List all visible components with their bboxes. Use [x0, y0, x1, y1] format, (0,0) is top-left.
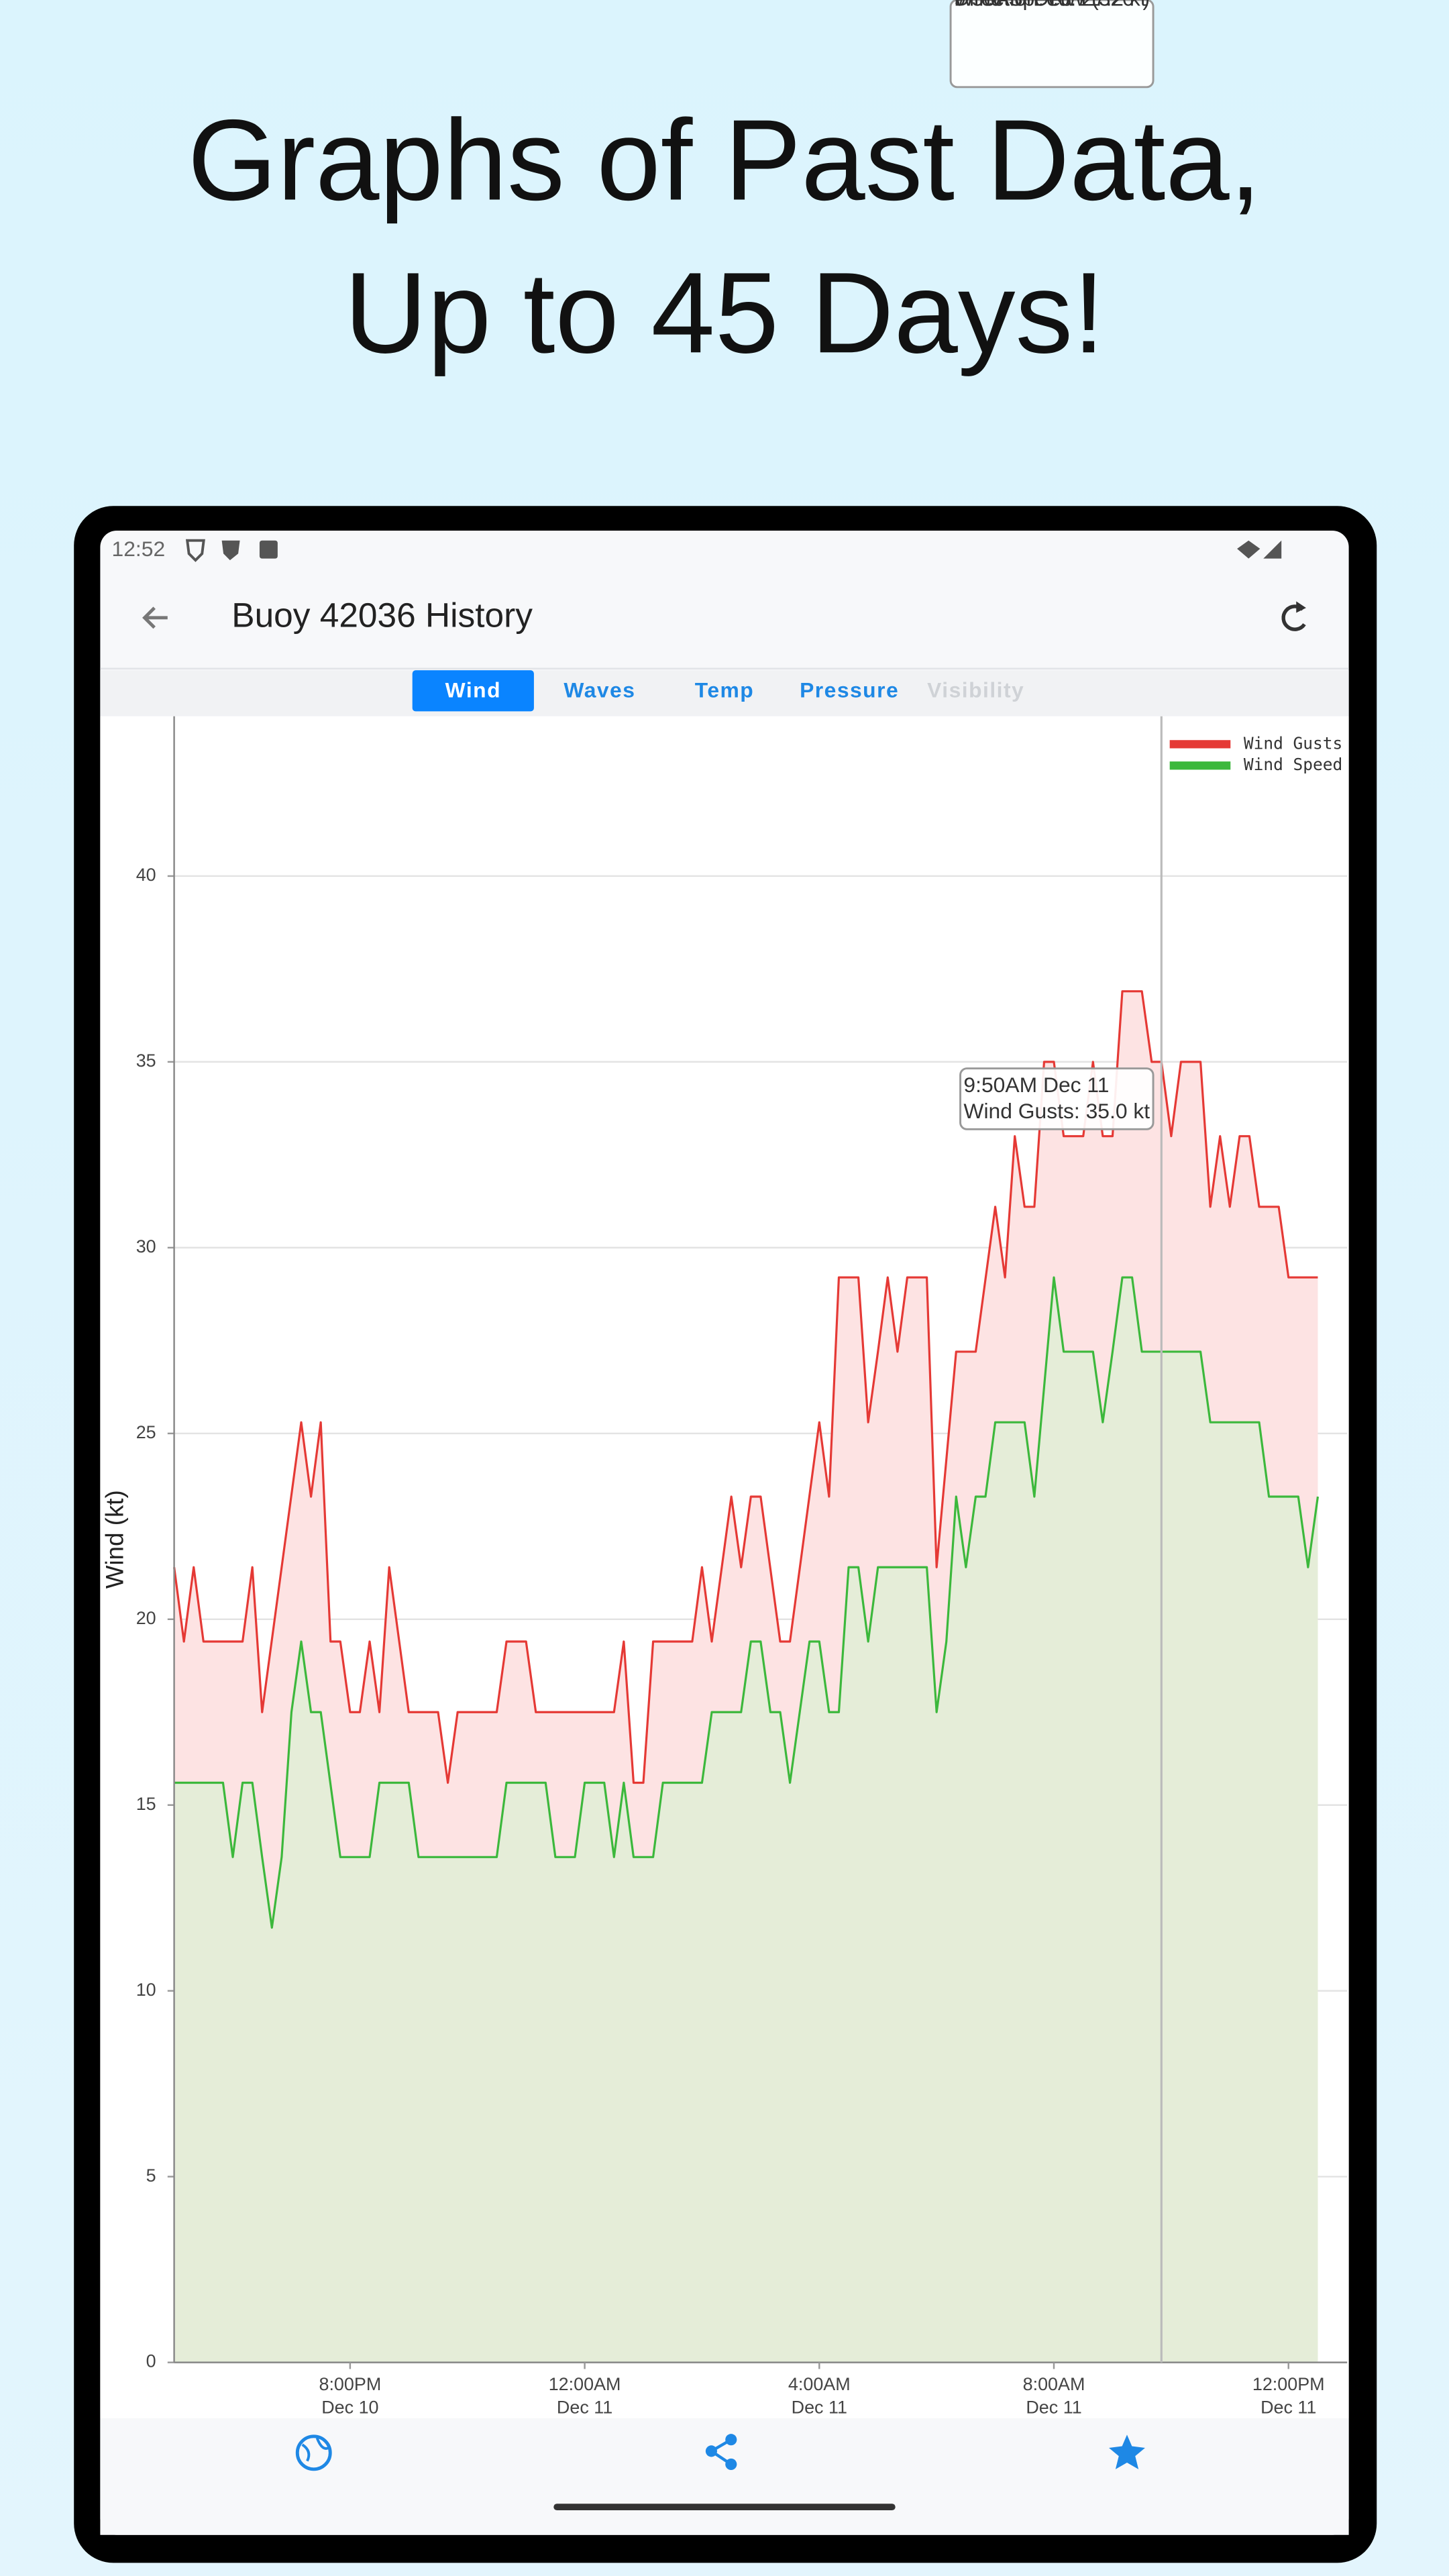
- x-tick-label: 12:00PM: [1252, 2374, 1325, 2394]
- x-tick-label: Dec 11: [1026, 2397, 1081, 2417]
- tab: Visibility: [927, 678, 1024, 702]
- app-title: Buoy 42036 History: [231, 595, 533, 634]
- tooltip-text: Wind Speed: 27.2 kt: [954, 0, 1146, 10]
- x-tick-label: 4:00AM: [788, 2374, 851, 2394]
- x-tick-label: Dec 11: [1260, 2397, 1316, 2417]
- x-tick-label: 12:00AM: [549, 2374, 621, 2394]
- favorite-button[interactable]: [1109, 2434, 1145, 2469]
- x-tick-label: Dec 11: [792, 2397, 847, 2417]
- promo-title: Graphs of Past Data,: [188, 97, 1262, 225]
- bottom-nav: [100, 2418, 1349, 2535]
- y-axis-label: Wind (kt): [101, 1490, 129, 1589]
- x-tick-label: 8:00PM: [319, 2374, 381, 2394]
- y-tick-label: 10: [136, 1980, 156, 2000]
- refresh-button[interactable]: [1281, 601, 1306, 631]
- y-tick-label: 5: [146, 2165, 156, 2186]
- legend-label: Wind Speed: [1244, 755, 1342, 774]
- status-icons: [185, 539, 1282, 562]
- tab[interactable]: Wind: [445, 678, 501, 702]
- tab[interactable]: Waves: [564, 678, 635, 702]
- promo-title: Up to 45 Days!: [344, 249, 1105, 377]
- y-tick-label: 35: [136, 1051, 156, 1071]
- tooltip-text: Direction: NW (320°): [954, 0, 1150, 10]
- x-tick-label: Dec 10: [321, 2397, 378, 2417]
- tooltip-text: 9:50AM Dec 11: [954, 0, 1099, 10]
- y-tick-label: 25: [136, 1422, 156, 1442]
- tooltip-text: 9:50AM Dec 11: [963, 1073, 1109, 1097]
- x-tick-label: 8:00AM: [1023, 2374, 1085, 2394]
- y-tick-label: 20: [136, 1608, 156, 1628]
- tooltip-box: [949, 0, 1155, 89]
- tab[interactable]: Pressure: [800, 678, 899, 702]
- share-button[interactable]: [705, 2434, 737, 2471]
- back-button[interactable]: [142, 606, 168, 629]
- y-tick-label: 30: [136, 1236, 156, 1256]
- tooltip-text: Wind Gusts: 35.0 kt: [963, 1099, 1150, 1123]
- legend-label: Wind Gusts: [1244, 733, 1342, 753]
- chart: 0 5 10 15 20 25 30 35 40 Wind (kt) 8:00PM Dec 10 12:…: [101, 0, 1348, 2417]
- series-line: [173, 990, 1318, 1784]
- y-tick-label: 40: [136, 865, 156, 885]
- series-area: [174, 1277, 1318, 2363]
- tooltip-box: [959, 1067, 1155, 1130]
- home-indicator: [553, 2504, 896, 2511]
- tab-selected-bg: [412, 670, 534, 712]
- status-time: 12:52: [112, 537, 166, 561]
- y-tick-label: 15: [136, 1794, 156, 1814]
- series-line: [174, 1276, 1320, 1929]
- tab[interactable]: Temp: [695, 678, 754, 702]
- tab-bar: [100, 670, 1349, 716]
- map-button[interactable]: [295, 2434, 332, 2471]
- x-tick-label: Dec 11: [557, 2397, 612, 2417]
- y-tick-label: 0: [146, 2351, 156, 2371]
